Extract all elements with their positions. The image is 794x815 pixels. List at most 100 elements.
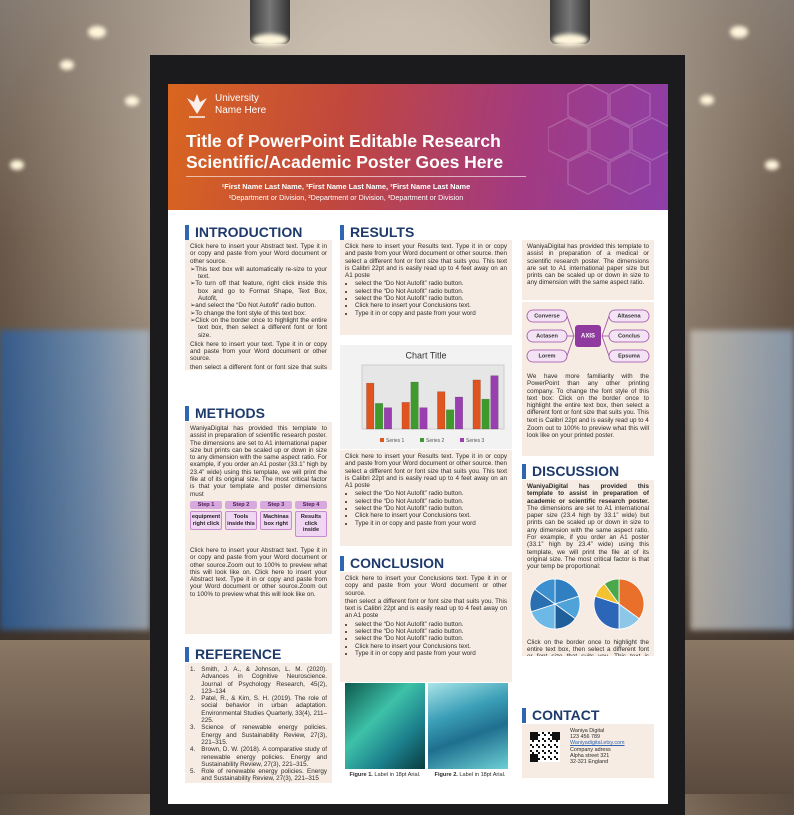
bar <box>383 407 392 430</box>
logo <box>187 94 207 118</box>
node <box>526 309 568 323</box>
qr-module <box>530 754 532 756</box>
bar <box>446 409 455 430</box>
diagram: Converse Altasena Actasen Conclus Lorem Epsum… <box>522 302 654 370</box>
shape <box>567 84 609 127</box>
qr-module <box>550 740 552 742</box>
shape <box>631 117 668 161</box>
qr-module <box>558 732 560 734</box>
pie-slice <box>603 578 620 605</box>
node <box>526 329 568 343</box>
node <box>608 329 650 343</box>
reference-text: Smith, J. A., & Johnson, L. M. (2020). A… <box>201 666 327 695</box>
qr-module <box>532 746 534 748</box>
qr-module <box>542 744 544 746</box>
lead-text: WaniyaDigital has provided this template… <box>527 483 649 505</box>
step: Step 1 equipment right click <box>190 500 222 531</box>
center-label: AXIS <box>581 334 595 340</box>
qr-module <box>542 738 544 740</box>
hexagons <box>548 84 668 195</box>
step-text: Results click inside <box>295 511 327 537</box>
bar <box>375 403 384 430</box>
reference-number: 3. <box>190 724 196 732</box>
qr-module <box>552 734 554 736</box>
divider <box>186 176 526 177</box>
qr-module <box>534 734 536 736</box>
bullet-item: select the “Do Not Autofit” radio button… <box>355 621 507 628</box>
qr-module <box>530 760 532 762</box>
connector <box>601 315 610 337</box>
bar <box>419 407 428 430</box>
qr-module <box>542 756 544 758</box>
reference: 3. Science of renewable energy policies. … <box>190 724 327 746</box>
qr-module <box>534 760 536 762</box>
text-box: Click here to insert your Results text. … <box>340 450 512 546</box>
qr-module <box>530 750 532 752</box>
step: Step 3 Machinas box right <box>260 500 292 531</box>
ceiling-light <box>730 26 748 38</box>
qr-module <box>554 756 556 758</box>
reference-text: Brown, D. W. (2018). A comparative study… <box>201 746 327 768</box>
qr-module <box>552 732 554 734</box>
text-box: WaniyaDigital has provided this template… <box>185 422 332 634</box>
poster-header: University Name Here Title of PowerPoint… <box>168 84 668 210</box>
pie-slice <box>618 578 645 619</box>
bullet-item: To change the font style of this text bo… <box>195 310 327 317</box>
contact-line: Company adress <box>570 746 611 753</box>
pie-slice <box>534 578 556 605</box>
blocks: Click on the border once to highlight th… <box>527 639 649 656</box>
page: { "header": { "university_line1": "Unive… <box>0 0 794 794</box>
paragraph: Click here to insert your Results text. … <box>345 243 507 280</box>
text-box: Click here to insert your Results text. … <box>340 240 512 335</box>
qr-module <box>536 736 538 738</box>
qr-module <box>536 754 538 756</box>
bullet-item: select the “Do Not Autofit” radio button… <box>355 635 507 642</box>
paragraph: Click here to insert your Abstract text.… <box>190 546 327 598</box>
qr-module <box>532 740 534 742</box>
ceiling-light <box>700 95 714 105</box>
qr-module <box>532 734 534 736</box>
figure-captions: Figure 1. Label in 18pt Arial. Figure 2. … <box>345 772 510 778</box>
reference-number: 2. <box>190 695 196 703</box>
section-heading: INTRODUCTION <box>185 225 302 240</box>
bullet-item: and select the “Do Not Autofit” radio bu… <box>195 302 327 309</box>
qr-module <box>554 738 556 740</box>
qr-module <box>550 752 552 754</box>
shape <box>589 117 631 161</box>
qr-module <box>536 760 538 762</box>
bar <box>437 391 446 430</box>
section-heading: CONTACT <box>522 708 599 723</box>
bar-chart: Chart Title Series 1 Series 2 Series 3 <box>340 345 512 449</box>
paragraph: We have more familiarity with the PowerP… <box>527 373 649 424</box>
qr-module <box>556 732 558 734</box>
qr-module <box>534 758 536 760</box>
steps: Step 1 equipment right click Step 2 Tools i… <box>190 500 327 543</box>
qr-module <box>558 738 560 740</box>
node-label: Altasena <box>617 313 641 319</box>
qr-module <box>536 758 538 760</box>
poster-title: Title of PowerPoint Editable Research Sc… <box>186 131 503 173</box>
contact-line: Waniya Digital <box>570 728 605 734</box>
text-box: We have more familiarity with the PowerP… <box>522 370 654 456</box>
body-text: The dimensions are set to A1 internation… <box>527 504 649 571</box>
shape <box>189 116 205 118</box>
legend-swatch <box>380 438 384 442</box>
section-heading: DISCUSSION <box>522 464 619 479</box>
connector <box>601 335 610 357</box>
node <box>608 309 650 323</box>
qr-module <box>556 734 558 736</box>
qr-module <box>550 734 552 736</box>
qr-module <box>550 746 552 748</box>
chart-wall <box>361 364 505 430</box>
paragraph: WaniyaDigital has provided this template… <box>190 425 327 498</box>
qr-module <box>544 740 546 742</box>
qr-module <box>544 752 546 754</box>
step-label: Step 1 <box>190 500 222 510</box>
qr-module <box>532 736 534 738</box>
pie-charts <box>529 578 645 629</box>
paragraph: Click here to insert your Results text. … <box>345 453 507 490</box>
qr-module <box>534 754 536 756</box>
bullet-item: This text box will automatically re-size… <box>195 266 327 281</box>
qr-module <box>538 752 540 754</box>
qr-module <box>554 750 556 752</box>
